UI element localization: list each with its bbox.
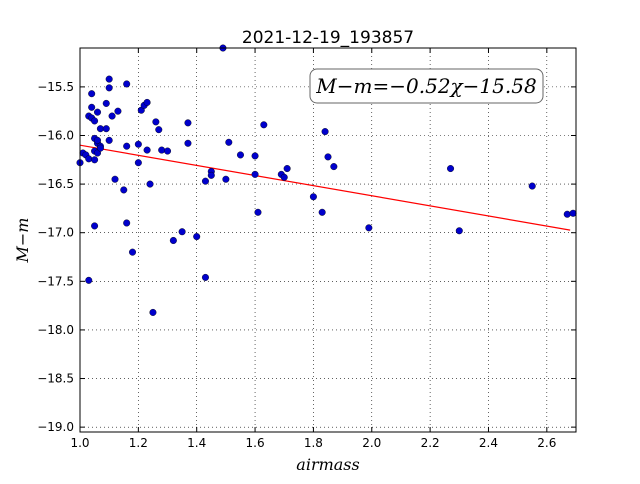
- y-tick-label: −16.5: [37, 177, 74, 191]
- data-point: [158, 146, 166, 154]
- data-point: [225, 138, 233, 146]
- y-tick-label: −15.5: [37, 80, 74, 94]
- data-point: [455, 227, 463, 235]
- x-tick-label: 2.2: [421, 436, 440, 450]
- y-tick-label: −17.0: [37, 226, 74, 240]
- data-point: [134, 140, 142, 148]
- data-point: [184, 139, 192, 147]
- data-point: [94, 136, 102, 144]
- data-point: [222, 175, 230, 183]
- data-point: [152, 118, 160, 126]
- data-point: [330, 163, 338, 171]
- fit-equation-box: M−m=−0.52χ−15.58: [309, 68, 544, 104]
- y-tick-label: −17.5: [37, 274, 74, 288]
- data-point: [251, 152, 259, 160]
- data-point: [143, 98, 151, 106]
- data-point: [324, 153, 332, 161]
- data-point: [105, 84, 113, 92]
- axis-ticks: [79, 48, 576, 432]
- data-point: [193, 233, 201, 241]
- y-tick-label: −18.0: [37, 323, 74, 337]
- data-point: [143, 146, 151, 154]
- data-points: [76, 44, 577, 316]
- data-point: [134, 159, 142, 167]
- data-point: [254, 208, 262, 216]
- x-tick-label: 1.0: [70, 436, 89, 450]
- data-point: [280, 173, 288, 181]
- y-tick-label: −16.0: [37, 128, 74, 142]
- data-point: [321, 128, 329, 136]
- data-point: [236, 151, 244, 159]
- data-point: [201, 273, 209, 281]
- data-point: [91, 117, 99, 125]
- y-tick-label: −18.5: [37, 372, 74, 386]
- data-point: [102, 99, 110, 107]
- data-point: [178, 228, 186, 236]
- x-tick-label: 2.4: [479, 436, 498, 450]
- data-point: [111, 175, 119, 183]
- data-point: [102, 125, 110, 133]
- data-point: [88, 103, 96, 111]
- plot-frame: [79, 47, 577, 433]
- data-point: [149, 308, 157, 316]
- data-point: [318, 208, 326, 216]
- data-point: [365, 224, 373, 232]
- x-axis-label: airmass: [296, 455, 359, 474]
- data-point: [251, 170, 259, 178]
- x-tick-label: 1.6: [246, 436, 265, 450]
- data-point: [114, 107, 122, 115]
- chart-title: 2021-12-19_193857: [242, 28, 414, 48]
- data-point: [91, 222, 99, 230]
- data-point: [447, 165, 455, 173]
- data-point: [85, 155, 93, 163]
- x-tick-label: 2.0: [362, 436, 381, 450]
- data-point: [569, 209, 577, 217]
- fit-line: [79, 144, 571, 231]
- data-point: [105, 75, 113, 83]
- data-point: [169, 236, 177, 244]
- data-point: [563, 210, 571, 218]
- x-tick-label: 1.8: [304, 436, 323, 450]
- y-tick-label: −19.0: [37, 420, 74, 434]
- data-point: [260, 121, 268, 129]
- plot-area: [80, 48, 576, 432]
- data-point: [528, 182, 536, 190]
- data-point: [96, 125, 104, 133]
- fit-line-layer: [79, 144, 571, 231]
- data-point: [108, 112, 116, 120]
- data-point: [123, 142, 131, 150]
- data-point: [155, 126, 163, 134]
- data-point: [283, 165, 291, 173]
- data-point: [201, 177, 209, 185]
- data-point: [88, 90, 96, 98]
- data-point: [120, 186, 128, 194]
- data-point: [207, 171, 215, 179]
- data-point: [85, 276, 93, 284]
- data-point: [129, 248, 137, 256]
- x-tick-label: 1.4: [187, 436, 206, 450]
- data-point: [96, 144, 104, 152]
- data-point: [309, 193, 317, 201]
- data-point: [105, 136, 113, 144]
- fit-equation-frame: [309, 68, 544, 104]
- data-point: [146, 180, 154, 188]
- fit-equation: M−m=−0.52χ−15.58: [315, 74, 536, 98]
- data-point: [123, 219, 131, 227]
- tick-labels: 1.0 1.2 1.4 1.6 1.8 2.0 2.2 2.4 2.6 −19.0 −18.5 −18…: [37, 80, 556, 450]
- data-point: [123, 80, 131, 88]
- data-point: [164, 147, 172, 155]
- x-tick-label: 1.2: [129, 436, 148, 450]
- data-point: [184, 119, 192, 127]
- data-point: [94, 108, 102, 116]
- x-tick-label: 2.6: [537, 436, 556, 450]
- data-point: [91, 156, 99, 164]
- y-axis-label: M−m: [13, 218, 32, 264]
